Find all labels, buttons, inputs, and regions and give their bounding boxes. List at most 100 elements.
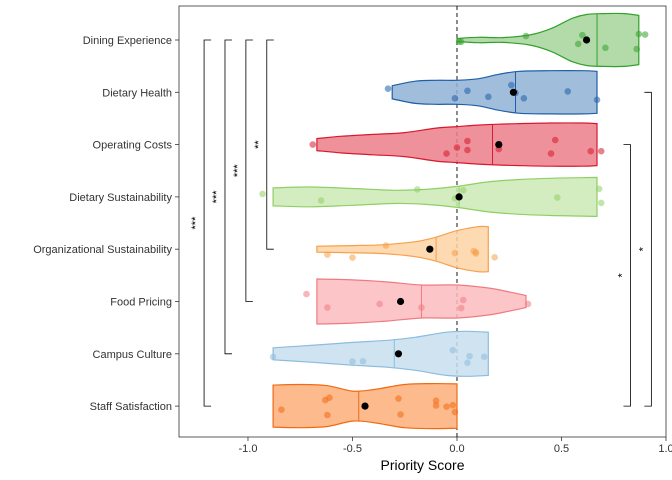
data-point (602, 44, 609, 52)
x-tick-label: 0.5 (554, 443, 569, 455)
data-point (520, 95, 528, 102)
mean-point (495, 141, 503, 149)
violin-shape (391, 70, 598, 115)
violin-shape (272, 176, 598, 218)
data-point (413, 186, 421, 193)
panel-border (178, 5, 667, 438)
data-point (597, 147, 605, 155)
y-axis: Dining Experience Dietary Health Operating… (33, 35, 179, 413)
significance-bracket: *** (190, 39, 212, 407)
x-tick-label: 1.0 (658, 443, 672, 455)
y-tick-label: Dietary Sustainability (69, 192, 172, 204)
significance-bracket: ** (253, 39, 274, 250)
data-point (635, 30, 643, 38)
significance-bracket: *** (232, 39, 253, 302)
mean-point (455, 193, 463, 201)
violin-operating-costs (309, 122, 605, 167)
data-point (278, 406, 285, 414)
data-point (464, 146, 471, 154)
violin-food-pricing (303, 278, 532, 325)
significance-label: *** (232, 164, 244, 178)
data-point (485, 93, 492, 101)
data-point (574, 40, 582, 48)
data-point (432, 397, 440, 405)
data-point (633, 45, 641, 53)
x-tick-label: -1.0 (238, 443, 257, 455)
bracket-line (623, 144, 631, 407)
data-point (641, 31, 649, 38)
data-point (309, 141, 317, 148)
data-point (459, 187, 467, 194)
y-tick-label: Staff Satisfaction (90, 401, 172, 413)
mean-point (426, 245, 434, 253)
data-point (480, 353, 488, 361)
violin-dietary-sustainability (259, 176, 605, 218)
x-tick-label: -0.5 (343, 443, 362, 455)
data-point (443, 150, 450, 157)
mean-point (396, 297, 405, 306)
mean-point (509, 88, 518, 96)
data-point (317, 197, 325, 204)
data-point (382, 242, 390, 249)
y-tick-label: Operating Costs (93, 140, 173, 152)
data-point (524, 300, 532, 308)
data-point (587, 147, 595, 155)
data-point (597, 199, 605, 207)
data-point (595, 185, 603, 193)
data-point (464, 87, 471, 95)
data-point (269, 353, 277, 361)
data-point (451, 95, 459, 102)
x-axis: -1.0 -0.5 0.0 0.5 1.0 (238, 437, 672, 455)
data-point (449, 346, 457, 354)
data-point (459, 296, 467, 304)
data-point (449, 401, 457, 409)
data-point (453, 144, 461, 151)
y-tick-label: Food Pricing (110, 297, 172, 309)
data-point (464, 137, 471, 145)
violin-shape (456, 12, 640, 68)
y-tick-label: Organizational Sustainability (33, 244, 172, 256)
bracket-line (203, 39, 212, 407)
y-tick-label: Campus Culture (93, 349, 172, 361)
data-point (466, 352, 473, 360)
data-point (491, 253, 498, 261)
data-point (359, 358, 367, 365)
data-point (443, 403, 450, 411)
violin-dietary-health (384, 70, 601, 115)
violin-shape (316, 225, 489, 273)
data-point (457, 38, 465, 46)
y-tick-label: Dining Experience (83, 35, 172, 47)
data-point (259, 190, 266, 198)
violin-campus-culture (269, 330, 489, 377)
data-point (395, 395, 402, 402)
violin-shape (272, 330, 489, 377)
bracket-line (266, 39, 274, 250)
data-point (551, 136, 559, 144)
data-point (457, 304, 465, 312)
bracket-line (245, 39, 253, 302)
data-point (564, 88, 572, 95)
significance-label: * (616, 272, 628, 277)
bracket-line (644, 91, 652, 407)
violin-staff-satisfaction (272, 382, 459, 430)
significance-bracket: *** (211, 39, 232, 355)
data-point (324, 304, 331, 311)
bracket-line (224, 39, 232, 355)
data-point (384, 85, 392, 92)
violin-dining-experience (455, 12, 649, 68)
significance-label: *** (190, 216, 202, 230)
data-point (376, 300, 383, 308)
mean-point (582, 36, 591, 44)
violin-organizational-sustainability (316, 225, 498, 273)
data-point (324, 251, 331, 258)
significance-bracket: * (616, 144, 631, 407)
data-point (547, 150, 555, 157)
data-point (508, 81, 515, 89)
mean-point (394, 350, 403, 358)
data-point (324, 411, 331, 419)
data-point (579, 31, 586, 39)
x-axis-title: Priority Score (380, 457, 464, 473)
data-point (349, 254, 356, 261)
data-point (303, 290, 310, 298)
data-point (397, 411, 404, 418)
